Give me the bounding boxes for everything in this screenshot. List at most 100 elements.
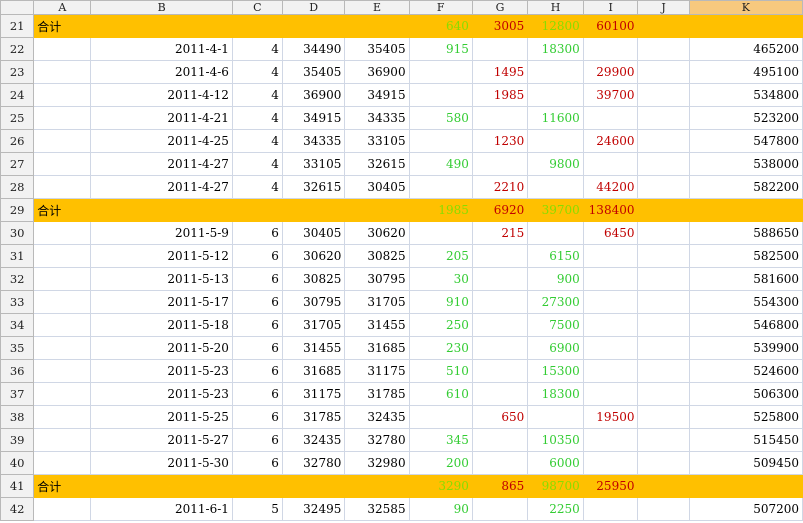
cell-d[interactable]: 34335: [281, 129, 346, 153]
row-header[interactable]: 32: [0, 267, 35, 291]
select-all-corner[interactable]: [0, 0, 35, 15]
column-header-c[interactable]: C: [231, 0, 283, 15]
cell-k[interactable]: 581600: [688, 267, 803, 291]
cell-d[interactable]: 30825: [281, 267, 346, 291]
cell-j[interactable]: [637, 129, 690, 153]
cell-h[interactable]: [527, 129, 584, 153]
cell-b[interactable]: 2011-6-1: [90, 497, 233, 521]
cell-c[interactable]: 6: [231, 451, 283, 475]
row-header[interactable]: 25: [0, 106, 35, 130]
cell-i[interactable]: 29900: [582, 60, 639, 84]
cell-i[interactable]: 60100: [582, 14, 639, 38]
cell-e[interactable]: [344, 14, 410, 38]
cell-a[interactable]: [33, 290, 92, 314]
cell-g[interactable]: 2210: [471, 175, 529, 199]
cell-h[interactable]: 27300: [527, 290, 584, 314]
cell-g[interactable]: [471, 497, 529, 521]
cell-c[interactable]: [231, 14, 283, 38]
cell-b[interactable]: 2011-4-21: [90, 106, 233, 130]
cell-h[interactable]: 98700: [527, 474, 584, 498]
cell-f[interactable]: 205: [408, 244, 473, 268]
cell-k[interactable]: 509450: [688, 451, 803, 475]
cell-c[interactable]: 6: [231, 405, 283, 429]
cell-a[interactable]: [33, 106, 92, 130]
cell-c[interactable]: 6: [231, 267, 283, 291]
row-header[interactable]: 33: [0, 290, 35, 314]
cell-b[interactable]: [90, 14, 233, 38]
column-header-g[interactable]: G: [471, 0, 529, 15]
column-header-b[interactable]: B: [90, 0, 233, 15]
cell-g[interactable]: [471, 313, 529, 337]
cell-d[interactable]: 32495: [281, 497, 346, 521]
cell-k[interactable]: 525800: [688, 405, 803, 429]
cell-d[interactable]: 30405: [281, 221, 346, 245]
cell-e[interactable]: 31175: [344, 359, 410, 383]
cell-k[interactable]: 515450: [688, 428, 803, 452]
cell-j[interactable]: [637, 474, 690, 498]
cell-h[interactable]: 7500: [527, 313, 584, 337]
cell-e[interactable]: 36900: [344, 60, 410, 84]
cell-h[interactable]: [527, 405, 584, 429]
cell-h[interactable]: 11600: [527, 106, 584, 130]
cell-f[interactable]: 345: [408, 428, 473, 452]
cell-i[interactable]: [582, 106, 639, 130]
cell-i[interactable]: [582, 152, 639, 176]
row-header[interactable]: 21: [0, 14, 35, 38]
row-header[interactable]: 28: [0, 175, 35, 199]
cell-h[interactable]: 18300: [527, 382, 584, 406]
cell-g[interactable]: [471, 451, 529, 475]
row-header[interactable]: 34: [0, 313, 35, 337]
cell-c[interactable]: 6: [231, 359, 283, 383]
cell-c[interactable]: 4: [231, 60, 283, 84]
cell-e[interactable]: 30795: [344, 267, 410, 291]
row-header[interactable]: 31: [0, 244, 35, 268]
cell-i[interactable]: 39700: [582, 83, 639, 107]
cell-i[interactable]: [582, 451, 639, 475]
cell-j[interactable]: [637, 175, 690, 199]
cell-a[interactable]: [33, 405, 92, 429]
cell-i[interactable]: [582, 267, 639, 291]
cell-a[interactable]: [33, 313, 92, 337]
cell-h[interactable]: 9800: [527, 152, 584, 176]
cell-f[interactable]: 910: [408, 290, 473, 314]
cell-k[interactable]: [688, 474, 803, 498]
row-header[interactable]: 24: [0, 83, 35, 107]
cell-k[interactable]: 554300: [688, 290, 803, 314]
cell-f[interactable]: 640: [408, 14, 473, 38]
cell-d[interactable]: 32780: [281, 451, 346, 475]
cell-e[interactable]: 32980: [344, 451, 410, 475]
cell-c[interactable]: 4: [231, 129, 283, 153]
cell-f[interactable]: [408, 83, 473, 107]
cell-i[interactable]: 24600: [582, 129, 639, 153]
cell-f[interactable]: 250: [408, 313, 473, 337]
cell-k[interactable]: [688, 198, 803, 222]
row-header[interactable]: 38: [0, 405, 35, 429]
cell-a[interactable]: [33, 451, 92, 475]
cell-j[interactable]: [637, 60, 690, 84]
cell-f[interactable]: 510: [408, 359, 473, 383]
cell-d[interactable]: 34490: [281, 37, 346, 61]
row-header[interactable]: 29: [0, 198, 35, 222]
cell-d[interactable]: 32615: [281, 175, 346, 199]
cell-f[interactable]: 200: [408, 451, 473, 475]
cell-h[interactable]: 10350: [527, 428, 584, 452]
cell-f[interactable]: [408, 405, 473, 429]
cell-b[interactable]: 2011-5-17: [90, 290, 233, 314]
cell-k[interactable]: 506300: [688, 382, 803, 406]
cell-h[interactable]: 2250: [527, 497, 584, 521]
cell-f[interactable]: 580: [408, 106, 473, 130]
cell-b[interactable]: [90, 198, 233, 222]
row-header[interactable]: 36: [0, 359, 35, 383]
cell-i[interactable]: [582, 497, 639, 521]
cell-g[interactable]: 3005: [471, 14, 529, 38]
cell-k[interactable]: 539900: [688, 336, 803, 360]
cell-j[interactable]: [637, 244, 690, 268]
cell-i[interactable]: [582, 290, 639, 314]
cell-c[interactable]: 4: [231, 106, 283, 130]
cell-a[interactable]: [33, 428, 92, 452]
cell-g[interactable]: 1985: [471, 83, 529, 107]
cell-a[interactable]: [33, 152, 92, 176]
cell-a[interactable]: 合计: [33, 474, 92, 498]
cell-c[interactable]: 4: [231, 152, 283, 176]
cell-b[interactable]: 2011-4-25: [90, 129, 233, 153]
